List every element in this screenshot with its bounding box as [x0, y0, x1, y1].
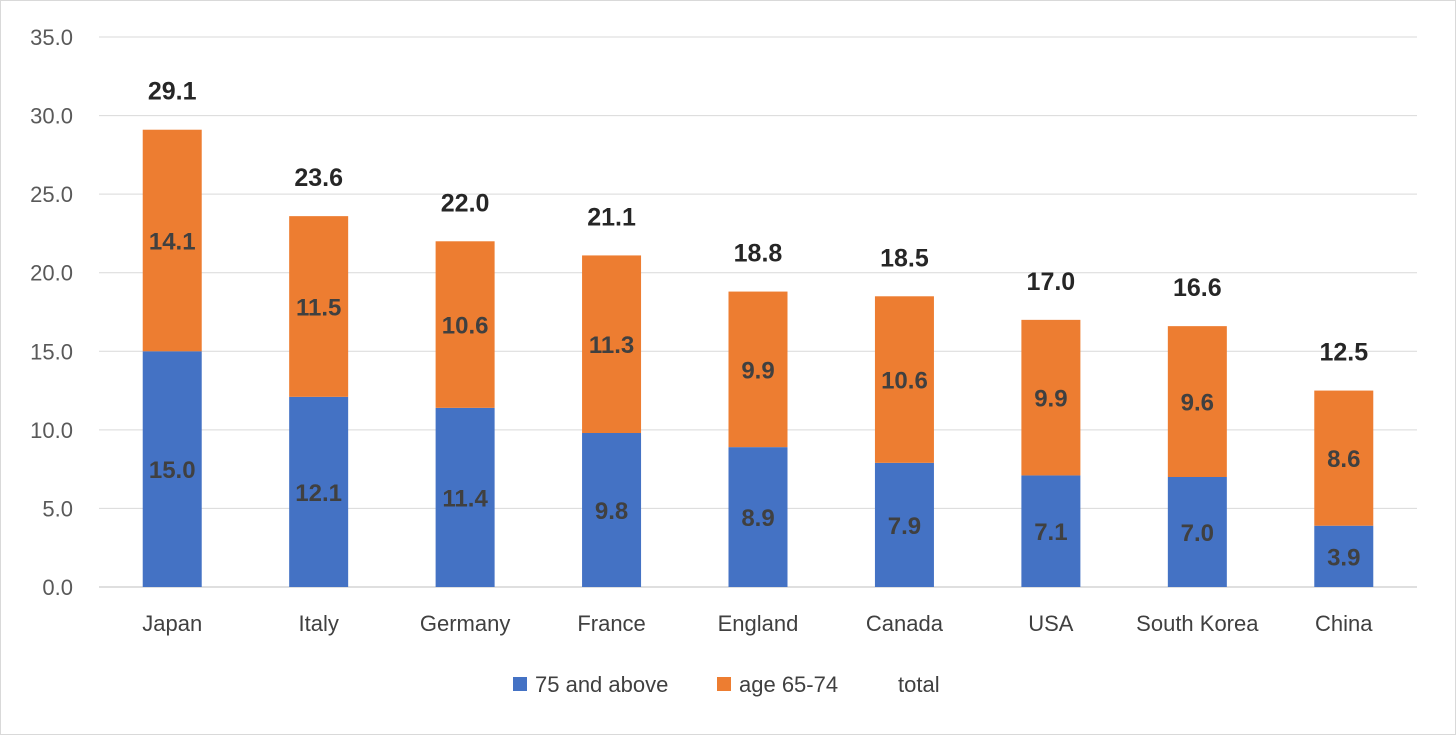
- y-tick-label: 15.0: [30, 339, 73, 364]
- segment-value-label: 7.0: [1181, 520, 1214, 547]
- y-tick-label: 20.0: [30, 261, 73, 286]
- total-value-label: 18.8: [734, 240, 783, 268]
- total-value-label: 29.1: [148, 78, 197, 106]
- total-value-label: 22.0: [441, 189, 490, 217]
- total-value-label: 17.0: [1027, 268, 1076, 296]
- y-tick-label: 5.0: [42, 496, 73, 521]
- x-category-label: China: [1315, 611, 1373, 636]
- x-category-label: France: [577, 611, 645, 636]
- bar-segment: [1167, 326, 1227, 477]
- x-category-label: Canada: [866, 611, 944, 636]
- bar-segment: [1021, 319, 1081, 476]
- y-tick-label: 0.0: [42, 575, 73, 600]
- segment-value-label: 11.5: [296, 295, 341, 322]
- bar-segment: [728, 291, 788, 448]
- segment-value-label: 11.4: [442, 485, 488, 512]
- legend-swatch: [513, 677, 527, 691]
- segment-value-label: 11.3: [589, 332, 634, 359]
- segment-value-label: 9.8: [595, 498, 628, 525]
- x-category-label: South Korea: [1136, 611, 1259, 636]
- x-category-label: Italy: [298, 611, 338, 636]
- x-axis-categories: Japan Italy Germany France England Canada USA S…: [142, 611, 1373, 636]
- x-category-label: England: [718, 611, 799, 636]
- total-value-label: 21.1: [587, 203, 636, 231]
- segment-value-label: 7.1: [1034, 519, 1067, 546]
- total-value-label: 12.5: [1319, 339, 1368, 367]
- y-tick-label: 10.0: [30, 418, 73, 443]
- bar-segment: [289, 396, 349, 587]
- bar-segment: [874, 462, 934, 587]
- bar-segment: [874, 296, 934, 463]
- y-tick-label: 35.0: [30, 25, 73, 50]
- bar-segment: [728, 447, 788, 587]
- segment-value-label: 9.9: [1034, 386, 1067, 413]
- segment-value-label: 7.9: [888, 513, 921, 540]
- total-value-label: 23.6: [294, 164, 343, 192]
- bars: [142, 129, 1374, 587]
- legend-swatch: [717, 677, 731, 691]
- legend-label: 75 and above: [535, 672, 668, 697]
- segment-value-label: 8.6: [1327, 446, 1360, 473]
- bar-segment: [1167, 477, 1227, 587]
- x-category-label: Japan: [142, 611, 202, 636]
- segment-value-label: 10.6: [442, 313, 489, 340]
- bar-segment: [142, 129, 202, 352]
- data-labels: 15.0 14.1 29.1 12.1 11.5 23.6 11.4 10.6 22.0 9.8 1…: [148, 78, 1368, 572]
- segment-value-label: 8.9: [741, 505, 774, 532]
- bar-segment: [142, 351, 202, 587]
- segment-value-label: 12.1: [295, 480, 342, 507]
- x-category-label: Germany: [420, 611, 510, 636]
- bar-segment: [435, 241, 495, 408]
- bar-segment: [1021, 475, 1081, 587]
- segment-value-label: 15.0: [149, 457, 196, 484]
- segment-value-label: 3.9: [1327, 544, 1360, 571]
- bar-segment: [1314, 390, 1374, 526]
- y-tick-label: 30.0: [30, 104, 73, 129]
- bar-segment: [289, 216, 349, 397]
- legend-label: age 65-74: [739, 672, 838, 697]
- segment-value-label: 9.6: [1181, 390, 1214, 417]
- bar-segment: [582, 255, 642, 433]
- bar-segment: [435, 407, 495, 587]
- segment-value-label: 14.1: [149, 229, 196, 256]
- y-tick-label: 25.0: [30, 182, 73, 207]
- y-axis-ticks: 0.0 5.0 10.0 15.0 20.0 25.0 30.0 35.0: [30, 25, 73, 600]
- total-value-label: 16.6: [1173, 274, 1222, 302]
- legend-label: total: [898, 672, 940, 697]
- x-category-label: USA: [1028, 611, 1074, 636]
- segment-value-label: 9.9: [741, 357, 774, 384]
- bar-segment: [582, 433, 642, 587]
- total-value-label: 18.5: [880, 244, 929, 272]
- segment-value-label: 10.6: [881, 368, 928, 395]
- bar-segment: [1314, 525, 1374, 587]
- legend: 75 and above age 65-74 total: [513, 672, 940, 697]
